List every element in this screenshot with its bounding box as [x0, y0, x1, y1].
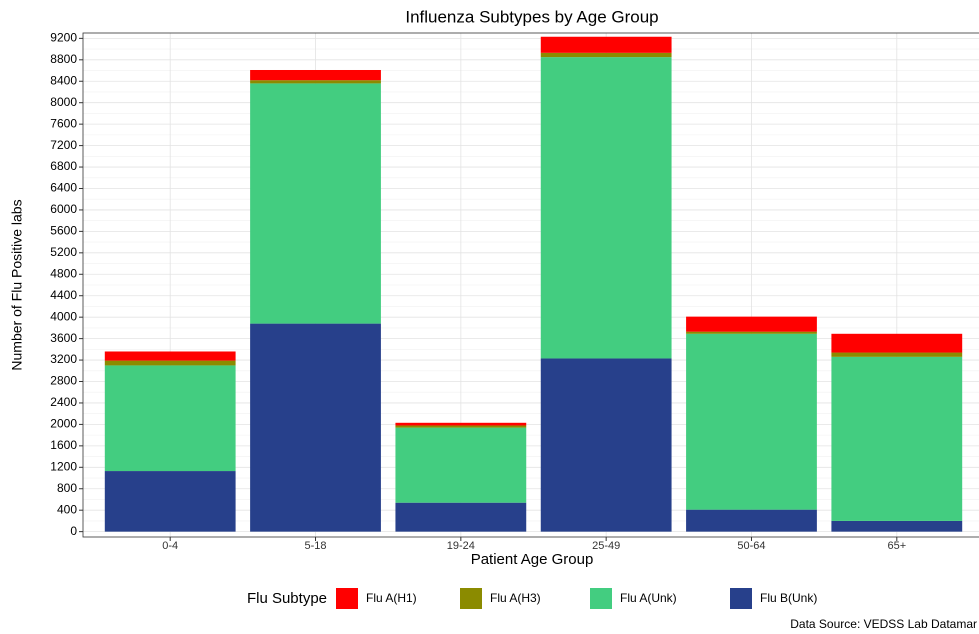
- y-tick-label: 4000: [50, 309, 77, 323]
- bar-segment: [250, 69, 381, 81]
- y-tick-label: 7600: [50, 116, 77, 130]
- bar-segment: [395, 422, 527, 426]
- x-tick-label: 0-4: [162, 540, 178, 552]
- bar-segment: [686, 333, 817, 510]
- bar-segment: [831, 333, 963, 353]
- plot-border: [82, 32, 979, 538]
- legend-label: Flu B(Unk): [760, 591, 817, 605]
- source-note: Data Source: VEDSS Lab Datamar: [790, 617, 977, 631]
- bar-segment: [250, 83, 381, 324]
- y-tick-label: 2400: [50, 395, 77, 409]
- y-tick-label: 6000: [50, 202, 77, 216]
- legend-label: Flu A(Unk): [620, 591, 677, 605]
- x-tick-label: 25-49: [592, 540, 620, 552]
- bar-segment: [540, 36, 672, 53]
- y-tick-label: 2800: [50, 374, 77, 388]
- bar-segment: [104, 471, 236, 532]
- x-axis-label: Patient Age Group: [471, 551, 594, 568]
- y-tick-label: 0: [70, 524, 77, 538]
- y-tick-label: 3200: [50, 352, 77, 366]
- y-tick-label: 8800: [50, 52, 77, 66]
- bar-segment: [686, 316, 817, 332]
- legend-swatch: [336, 588, 358, 609]
- bar-segment: [104, 360, 236, 366]
- y-tick-label: 5600: [50, 224, 77, 238]
- y-tick-label: 1600: [50, 438, 77, 452]
- y-tick-label: 800: [57, 481, 77, 495]
- x-tick-label: 50-64: [737, 540, 765, 552]
- y-tick-label: 5200: [50, 245, 77, 259]
- bar-segment: [540, 358, 672, 532]
- bar-segment: [250, 323, 381, 532]
- legend-swatch: [730, 588, 752, 609]
- bar-segment: [686, 331, 817, 334]
- y-tick-label: 6800: [50, 159, 77, 173]
- y-tick-label: 6400: [50, 181, 77, 195]
- y-tick-label: 400: [57, 502, 77, 516]
- x-tick-label: 19-24: [447, 540, 475, 552]
- bar-segment: [395, 425, 527, 428]
- bar-segment: [686, 509, 817, 532]
- legend-swatch: [460, 588, 482, 609]
- legend-label: Flu A(H1): [366, 591, 417, 605]
- bar-segment: [831, 520, 963, 532]
- bar-segment: [395, 427, 527, 503]
- y-tick-label: 4400: [50, 288, 77, 302]
- y-tick-label: 4800: [50, 266, 77, 280]
- legend-swatch: [590, 588, 612, 609]
- bar-segment: [104, 351, 236, 361]
- y-tick-label: 9200: [50, 31, 77, 45]
- y-tick-label: 8400: [50, 73, 77, 87]
- bar-segment: [540, 57, 672, 359]
- bar-segment: [250, 80, 381, 84]
- y-tick-label: 8000: [50, 95, 77, 109]
- bar-segment: [104, 365, 236, 472]
- legend-label: Flu A(H3): [490, 591, 541, 605]
- bar-segment: [540, 52, 672, 58]
- bar-segment: [831, 356, 963, 521]
- x-tick-label: 65+: [887, 540, 906, 552]
- bar-segment: [831, 352, 963, 357]
- y-tick-label: 7200: [50, 138, 77, 152]
- y-tick-label: 3600: [50, 331, 77, 345]
- y-axis-label: Number of Flu Positive labs: [9, 199, 25, 370]
- legend-title: Flu Subtype: [247, 590, 327, 607]
- x-tick-label: 5-18: [305, 540, 327, 552]
- y-tick-label: 1200: [50, 459, 77, 473]
- bar-segment: [395, 502, 527, 532]
- chart-title: Influenza Subtypes by Age Group: [405, 7, 658, 26]
- y-tick-label: 2000: [50, 417, 77, 431]
